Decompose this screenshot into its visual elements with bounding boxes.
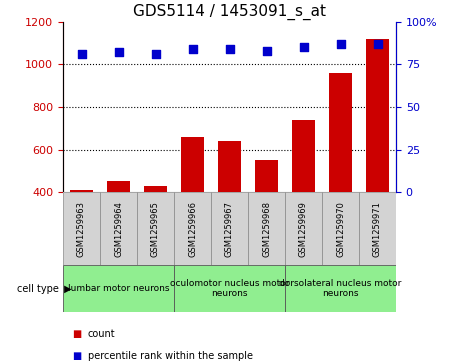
Text: oculomotor nucleus motor
neurons: oculomotor nucleus motor neurons	[170, 279, 289, 298]
Text: percentile rank within the sample: percentile rank within the sample	[88, 351, 253, 361]
Bar	[137, 192, 174, 265]
Bar	[292, 120, 315, 278]
Text: count: count	[88, 329, 115, 339]
Bar	[285, 265, 396, 312]
Text: GSM1259967: GSM1259967	[225, 201, 234, 257]
Point	[189, 46, 196, 52]
Bar	[359, 192, 396, 265]
Bar	[211, 192, 248, 265]
Text: ■: ■	[72, 329, 81, 339]
Bar	[248, 192, 285, 265]
Bar	[329, 73, 351, 278]
Text: GSM1259968: GSM1259968	[262, 201, 271, 257]
Bar	[70, 190, 93, 278]
Bar	[100, 192, 137, 265]
Bar	[108, 181, 130, 278]
Bar	[144, 186, 166, 278]
Text: GSM1259963: GSM1259963	[77, 201, 86, 257]
Point	[152, 51, 159, 57]
Bar	[63, 265, 174, 312]
Bar	[285, 192, 322, 265]
Point	[374, 41, 381, 47]
Bar	[218, 141, 241, 278]
Point	[78, 51, 85, 57]
Bar	[174, 265, 285, 312]
Text: ■: ■	[72, 351, 81, 361]
Text: GSM1259965: GSM1259965	[151, 201, 160, 257]
Text: lumbar motor neurons: lumbar motor neurons	[68, 284, 169, 293]
Bar	[181, 137, 203, 278]
Point	[263, 48, 270, 54]
Bar	[366, 39, 389, 278]
Point	[337, 41, 344, 47]
Text: GSM1259971: GSM1259971	[373, 201, 382, 257]
Point	[226, 46, 233, 52]
Text: GSM1259970: GSM1259970	[336, 201, 345, 257]
Point	[300, 45, 307, 50]
Text: ▶: ▶	[61, 284, 72, 294]
Bar	[256, 160, 278, 278]
Title: GDS5114 / 1453091_s_at: GDS5114 / 1453091_s_at	[133, 4, 326, 20]
Bar	[174, 192, 211, 265]
Text: GSM1259966: GSM1259966	[188, 201, 197, 257]
Text: cell type: cell type	[17, 284, 58, 294]
Point	[115, 50, 122, 56]
Text: GSM1259964: GSM1259964	[114, 201, 123, 257]
Text: dorsolateral nucleus motor
neurons: dorsolateral nucleus motor neurons	[279, 279, 402, 298]
Bar	[322, 192, 359, 265]
Bar	[63, 192, 100, 265]
Text: GSM1259969: GSM1259969	[299, 201, 308, 257]
